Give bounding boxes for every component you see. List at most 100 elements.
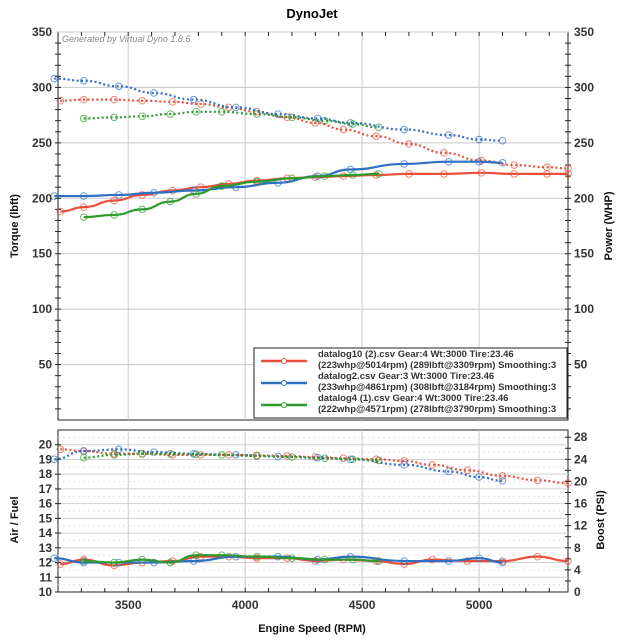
bottom-grid: [58, 430, 568, 592]
torque-series-0-point: [510, 161, 518, 169]
boost-series-2-point: [166, 449, 175, 458]
torque-series-1-point: [79, 76, 88, 85]
torque-tick-label: 350: [32, 25, 52, 39]
torque-series-0-point: [138, 96, 147, 105]
torque-series-2-point: [288, 113, 296, 122]
afr-series-2-point: [192, 551, 200, 559]
afr-series-2-point: [110, 558, 118, 567]
torque-tick-label: 250: [32, 136, 52, 150]
legend-marker-0: [281, 358, 287, 364]
credit-text: Generated by Virtual Dyno 1.8.6: [62, 34, 190, 44]
top-series: [50, 74, 572, 221]
bottom-ticks: 3500 4000 4500 5000101112131415161718192004…: [39, 430, 588, 612]
afr-series-2-point: [288, 554, 296, 562]
afr-series-2-point: [374, 557, 383, 565]
torque-series-0-point: [339, 125, 348, 134]
boost-tick-label: 12: [574, 519, 588, 533]
power-series-2-point: [166, 197, 175, 206]
torque-series-0-point: [79, 95, 88, 104]
power-series-2-line: [83, 172, 379, 219]
boost-tick-label: 0: [574, 585, 581, 599]
boost-series-1-point: [400, 461, 409, 469]
power-series-1-point: [79, 192, 88, 200]
legend: datalog10 (2).csv Gear:4 Wt:3000 Tire:23…: [253, 347, 568, 419]
power-series-1-point: [475, 157, 483, 166]
power-series-0-point: [564, 170, 572, 178]
boost-series-2-point: [110, 451, 118, 459]
torque-series-0-point: [405, 140, 413, 148]
boost-series-2-point: [138, 449, 147, 458]
boost-series-2-point: [374, 456, 383, 465]
power-series-2-point: [79, 213, 88, 221]
torque-series-0-point: [372, 132, 380, 141]
torque-series-2-point: [348, 120, 357, 128]
boost-tick-label: 16: [574, 497, 588, 511]
afr-tick-label: 11: [39, 570, 52, 584]
boost-series-1-point: [150, 448, 158, 456]
power-axis-label: Power (WHP): [603, 191, 615, 260]
torque-tick-label: 200: [32, 191, 52, 205]
x-tick-label: 4500: [349, 598, 376, 612]
power-series-0-point: [56, 207, 65, 216]
torque-tick-label: 100: [32, 302, 52, 316]
power-series-2-point: [348, 171, 357, 179]
torque-series-0-point: [110, 95, 118, 104]
legend-marker-2: [281, 402, 287, 408]
torque-series-2-point: [217, 108, 226, 116]
afr-series-2-point: [217, 551, 226, 559]
boost-tick-label: 20: [574, 474, 588, 488]
torque-tick-label: 150: [32, 247, 52, 261]
boost-series-2-point: [288, 453, 296, 461]
power-series-2-point: [192, 190, 200, 198]
power-series-1-point: [498, 159, 507, 167]
afr-tick-label: 12: [39, 556, 53, 570]
x-tick-label: 3500: [115, 598, 142, 612]
afr-tick-label: 16: [39, 497, 53, 511]
boost-tick-label: 28: [574, 430, 588, 444]
top-ticks: 50 100 150 200 250 300 350 50 100 150 200 250 300 350: [32, 25, 594, 410]
afr-tick-label: 13: [39, 541, 53, 555]
power-series-0-point: [138, 191, 147, 199]
power-tick-label: 50: [574, 358, 588, 372]
afr-tick-label: 18: [39, 467, 53, 481]
afr-series-0-point: [56, 560, 65, 568]
power-series-0-point: [477, 168, 486, 177]
legend-name-1: datalog2.csv Gear:3 Wt:3000 Tire:23.46: [318, 371, 494, 382]
afr-series-0-point: [463, 557, 472, 565]
torque-series-2-point: [79, 114, 88, 123]
torque-series-2-point: [110, 113, 118, 122]
power-series-2-point: [110, 211, 118, 219]
top-grid: [58, 31, 568, 420]
power-series-2-point: [374, 170, 383, 178]
torque-series-1-point: [231, 103, 240, 112]
power-tick-label: 250: [574, 136, 594, 150]
afr-tick-label: 17: [39, 482, 53, 496]
legend-name-0: datalog10 (2).csv Gear:4 Wt:3000 Tire:23…: [318, 349, 514, 360]
torque-series-0-point: [168, 98, 177, 106]
torque-series-2-point: [253, 110, 261, 118]
boost-series-0-point: [463, 466, 472, 475]
torque-series-0-point: [564, 164, 572, 173]
power-tick-label: 300: [574, 80, 594, 94]
boost-series-0-point: [56, 445, 65, 454]
boost-series-1-point: [115, 445, 123, 454]
power-series-2-point: [253, 177, 261, 186]
boost-series-0-point: [564, 479, 572, 487]
boost-series-1-point: [50, 455, 59, 464]
torque-series-2-point: [192, 108, 200, 116]
power-tick-label: 150: [574, 247, 594, 261]
afr-tick-label: 20: [39, 438, 53, 452]
x-tick-label: 4000: [232, 598, 259, 612]
afr-series-0-point: [533, 552, 542, 561]
legend-name-2: datalog4 (1).csv Gear:4 Wt:3000 Tire:23.…: [318, 393, 508, 404]
torque-series-0-point: [440, 149, 448, 157]
legend-detail-2: (222whp@4571rpm) (278lbft@3790rpm) Smoot…: [318, 404, 556, 415]
power-series-0-point: [79, 203, 88, 211]
boost-series-1-point: [498, 477, 507, 485]
torque-axis-label: Torque (lbft): [9, 194, 21, 258]
afr-series-0-point: [564, 557, 572, 565]
torque-series-1-point: [189, 95, 198, 104]
power-series-0-point: [543, 170, 551, 178]
afr-series-2-point: [166, 558, 175, 567]
